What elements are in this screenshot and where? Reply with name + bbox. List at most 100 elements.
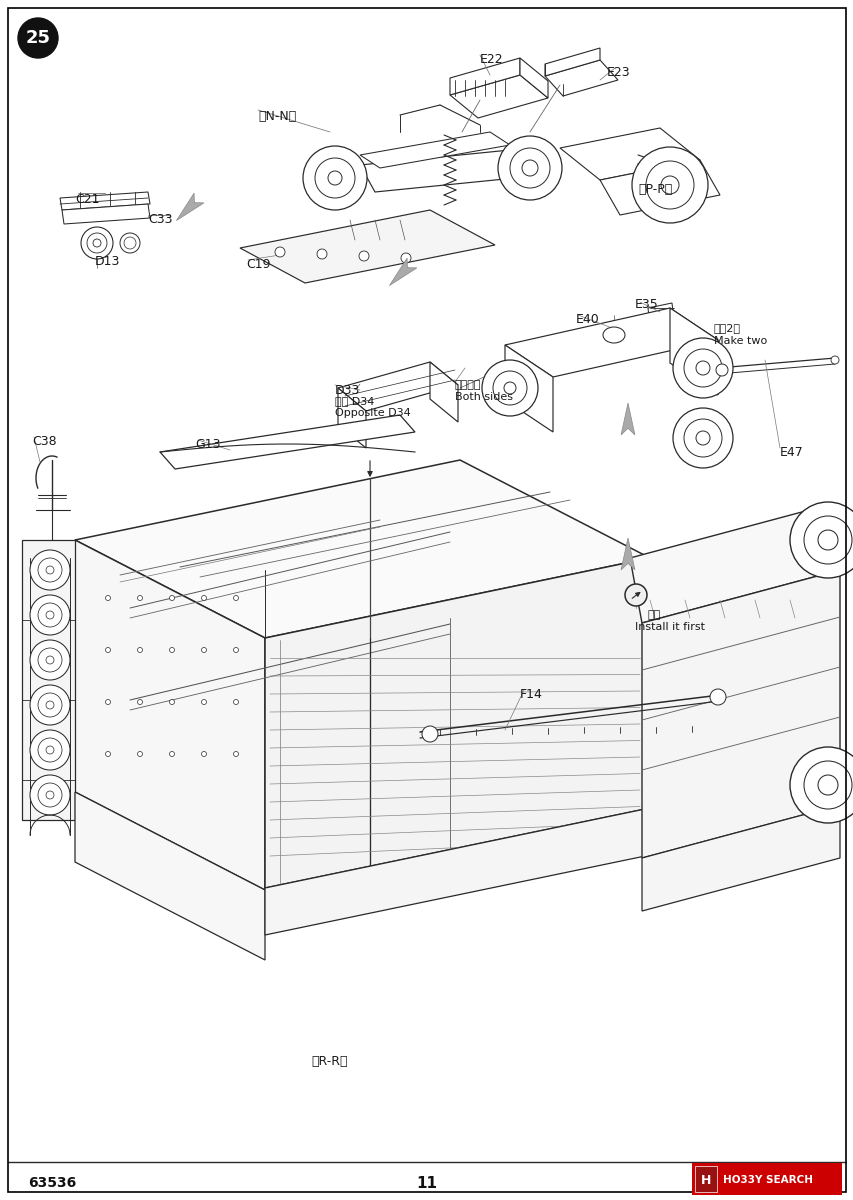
- Circle shape: [695, 361, 709, 374]
- Circle shape: [521, 160, 537, 176]
- Circle shape: [137, 751, 142, 756]
- Circle shape: [316, 248, 327, 259]
- Polygon shape: [338, 388, 366, 448]
- Text: F14: F14: [519, 688, 543, 701]
- Circle shape: [38, 558, 62, 582]
- Text: 63536: 63536: [28, 1176, 76, 1190]
- Circle shape: [315, 158, 355, 198]
- Circle shape: [30, 775, 70, 815]
- Ellipse shape: [602, 326, 624, 343]
- Text: 《N-N》: 《N-N》: [258, 110, 296, 122]
- Polygon shape: [240, 210, 495, 283]
- Polygon shape: [670, 308, 717, 395]
- Circle shape: [631, 146, 707, 223]
- Polygon shape: [504, 346, 553, 432]
- Polygon shape: [338, 362, 457, 410]
- Polygon shape: [620, 403, 634, 434]
- Text: C21: C21: [75, 193, 100, 206]
- Polygon shape: [620, 538, 634, 570]
- Polygon shape: [177, 193, 204, 221]
- Circle shape: [38, 782, 62, 806]
- Polygon shape: [160, 415, 415, 469]
- Polygon shape: [641, 570, 839, 858]
- Text: E40: E40: [575, 313, 599, 326]
- Polygon shape: [450, 74, 548, 118]
- Circle shape: [38, 738, 62, 762]
- Polygon shape: [504, 308, 717, 377]
- Circle shape: [46, 701, 54, 709]
- Circle shape: [660, 176, 678, 194]
- Circle shape: [683, 419, 721, 457]
- Polygon shape: [600, 160, 719, 215]
- Text: Both sides: Both sides: [455, 392, 513, 402]
- Circle shape: [201, 648, 206, 653]
- Bar: [694, 1166, 717, 1192]
- Circle shape: [106, 700, 110, 704]
- Circle shape: [169, 595, 174, 600]
- Circle shape: [789, 746, 853, 823]
- Text: 先装: 先装: [647, 610, 660, 620]
- Circle shape: [328, 170, 341, 185]
- Polygon shape: [264, 558, 649, 888]
- Bar: [691, 1163, 841, 1195]
- Polygon shape: [560, 128, 699, 180]
- Circle shape: [497, 136, 561, 200]
- Polygon shape: [544, 60, 618, 96]
- Circle shape: [201, 595, 206, 600]
- Polygon shape: [544, 48, 600, 76]
- Polygon shape: [60, 192, 150, 210]
- Circle shape: [709, 689, 725, 704]
- Text: 《R-R》: 《R-R》: [311, 1055, 348, 1068]
- Text: 25: 25: [26, 29, 50, 47]
- Polygon shape: [75, 460, 649, 638]
- Circle shape: [672, 408, 732, 468]
- Circle shape: [683, 349, 721, 386]
- Circle shape: [803, 516, 851, 564]
- Text: HO33Y SEARCH: HO33Y SEARCH: [722, 1175, 812, 1186]
- Circle shape: [169, 751, 174, 756]
- Circle shape: [233, 751, 238, 756]
- Text: E22: E22: [479, 53, 503, 66]
- Circle shape: [169, 648, 174, 653]
- Text: Install it first: Install it first: [635, 622, 705, 632]
- Polygon shape: [75, 540, 264, 890]
- Circle shape: [672, 338, 732, 398]
- Circle shape: [30, 640, 70, 680]
- Circle shape: [30, 685, 70, 725]
- Circle shape: [503, 382, 515, 394]
- Circle shape: [233, 648, 238, 653]
- Polygon shape: [360, 132, 509, 168]
- Text: E35: E35: [635, 298, 658, 311]
- Text: E23: E23: [606, 66, 630, 79]
- Circle shape: [46, 656, 54, 664]
- Text: Opposite D34: Opposite D34: [334, 408, 410, 418]
- Circle shape: [789, 502, 853, 578]
- Text: 对侧 D34: 对侧 D34: [334, 396, 374, 406]
- Polygon shape: [62, 204, 150, 224]
- Circle shape: [645, 161, 693, 209]
- Circle shape: [46, 611, 54, 619]
- Polygon shape: [630, 505, 839, 623]
- Circle shape: [695, 431, 709, 445]
- Circle shape: [124, 236, 136, 248]
- Circle shape: [303, 146, 367, 210]
- Circle shape: [18, 18, 58, 58]
- Circle shape: [93, 239, 101, 247]
- Circle shape: [30, 595, 70, 635]
- Circle shape: [169, 700, 174, 704]
- Text: G13: G13: [194, 438, 220, 451]
- Circle shape: [624, 584, 647, 606]
- Circle shape: [46, 791, 54, 799]
- Circle shape: [38, 692, 62, 716]
- Circle shape: [81, 227, 113, 259]
- Circle shape: [38, 602, 62, 626]
- Circle shape: [233, 595, 238, 600]
- Circle shape: [46, 746, 54, 754]
- Circle shape: [30, 550, 70, 590]
- Text: 《P-P》: 《P-P》: [637, 182, 671, 196]
- Circle shape: [137, 648, 142, 653]
- Polygon shape: [389, 258, 416, 286]
- Circle shape: [137, 700, 142, 704]
- Text: E47: E47: [779, 446, 803, 458]
- Circle shape: [120, 233, 140, 253]
